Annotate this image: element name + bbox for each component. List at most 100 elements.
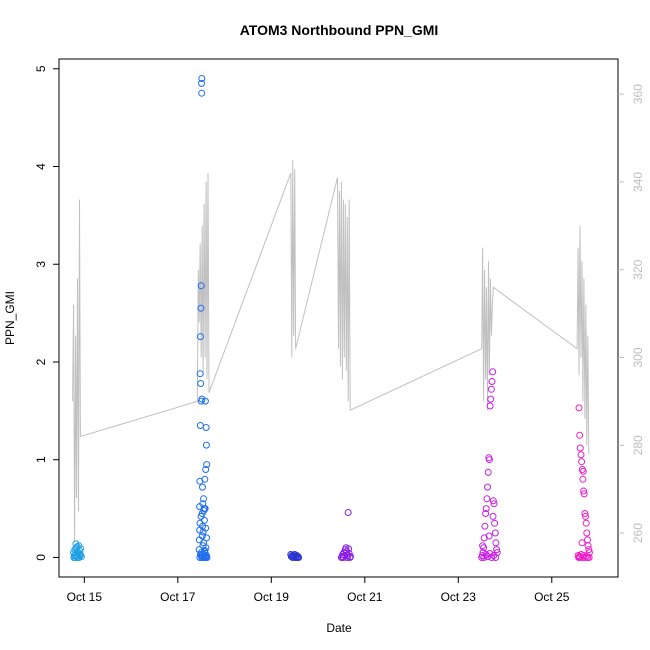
data-point bbox=[198, 89, 206, 97]
data-point bbox=[484, 483, 491, 491]
data-point bbox=[581, 510, 589, 517]
data-point bbox=[489, 368, 497, 376]
data-point bbox=[580, 490, 588, 498]
data-point bbox=[196, 422, 204, 429]
data-point bbox=[583, 529, 591, 537]
data-point bbox=[485, 456, 493, 464]
data-point bbox=[198, 395, 206, 403]
data-point bbox=[482, 551, 490, 558]
data-point bbox=[493, 546, 501, 554]
data-point bbox=[199, 528, 207, 536]
data-point bbox=[579, 475, 587, 483]
data-point bbox=[196, 370, 204, 378]
data-point bbox=[490, 500, 498, 508]
x-axis-label: Date bbox=[326, 621, 352, 635]
data-point bbox=[488, 554, 496, 561]
data-point bbox=[578, 458, 586, 466]
data-point bbox=[295, 554, 303, 561]
y-tick-label: 3 bbox=[34, 261, 48, 268]
data-point bbox=[482, 505, 490, 513]
data-point bbox=[294, 553, 302, 560]
y-tick-label: 2 bbox=[34, 358, 48, 365]
data-point bbox=[585, 546, 593, 554]
y-axis: 0 1 2 3 4 5 bbox=[34, 65, 59, 561]
data-point bbox=[483, 495, 491, 503]
data-point bbox=[579, 467, 587, 475]
y2-tick-label: 260 bbox=[631, 523, 645, 543]
y2-tick-label: 280 bbox=[631, 435, 645, 455]
data-point bbox=[345, 545, 353, 553]
data-point bbox=[582, 512, 589, 520]
data-point bbox=[585, 554, 593, 561]
x-tick-label: Oct 17 bbox=[160, 590, 196, 604]
y-tick-label: 4 bbox=[34, 163, 48, 170]
y2-tick-label: 320 bbox=[631, 259, 645, 279]
data-point bbox=[197, 333, 204, 341]
data-point bbox=[199, 483, 206, 491]
data-point bbox=[490, 552, 498, 559]
overlay-line-layer bbox=[72, 159, 590, 542]
data-point bbox=[481, 522, 489, 530]
data-point bbox=[198, 79, 205, 87]
data-point bbox=[578, 539, 586, 547]
data-point bbox=[581, 554, 589, 561]
overlay-series-line bbox=[72, 159, 590, 542]
data-point bbox=[582, 519, 590, 527]
data-point bbox=[580, 487, 588, 495]
data-point bbox=[201, 547, 209, 555]
data-point bbox=[487, 395, 495, 403]
data-point bbox=[201, 397, 209, 405]
data-point bbox=[76, 550, 84, 557]
x-axis: Oct 15 Oct 17 Oct 19 Oct 21 Oct 23 Oct 25 bbox=[67, 577, 570, 604]
y2-axis: 260 280 300 320 340 360 bbox=[618, 84, 645, 543]
x-tick-label: Oct 23 bbox=[441, 590, 477, 604]
data-point bbox=[486, 550, 494, 557]
y2-tick-label: 300 bbox=[631, 347, 645, 367]
data-point bbox=[577, 451, 585, 459]
data-point bbox=[480, 534, 488, 542]
data-point bbox=[202, 554, 210, 561]
y-tick-label: 0 bbox=[34, 554, 48, 561]
x-tick-label: Oct 21 bbox=[347, 590, 383, 604]
data-point bbox=[197, 512, 205, 520]
data-point bbox=[344, 509, 352, 516]
data-point bbox=[489, 512, 497, 520]
data-point bbox=[197, 304, 205, 312]
data-point bbox=[576, 444, 584, 452]
points-layer bbox=[70, 75, 593, 561]
data-point bbox=[196, 526, 204, 534]
data-point bbox=[489, 497, 497, 505]
data-point bbox=[202, 424, 210, 431]
data-point bbox=[487, 385, 495, 393]
data-point bbox=[347, 553, 354, 560]
data-point bbox=[200, 495, 207, 503]
data-point bbox=[488, 378, 496, 385]
plot-frame bbox=[58, 58, 619, 578]
y2-tick-label: 340 bbox=[631, 172, 645, 192]
data-point bbox=[575, 404, 583, 412]
data-point bbox=[197, 282, 205, 290]
data-point bbox=[482, 510, 490, 517]
data-point bbox=[491, 519, 499, 527]
data-point bbox=[479, 542, 487, 550]
data-point bbox=[197, 380, 205, 387]
x-tick-label: Oct 25 bbox=[534, 590, 570, 604]
data-point bbox=[491, 529, 499, 537]
data-point bbox=[492, 539, 500, 547]
data-point bbox=[584, 542, 592, 550]
data-point bbox=[492, 554, 500, 561]
data-point bbox=[200, 516, 208, 524]
data-point bbox=[485, 532, 493, 540]
data-point bbox=[198, 75, 206, 82]
y-tick-label: 1 bbox=[34, 456, 48, 463]
data-point bbox=[197, 549, 205, 557]
x-tick-label: Oct 15 bbox=[67, 590, 103, 604]
data-point bbox=[484, 468, 492, 476]
data-point bbox=[203, 461, 211, 469]
data-point bbox=[486, 402, 494, 410]
data-point bbox=[73, 543, 81, 551]
y2-tick-label: 360 bbox=[631, 84, 645, 104]
data-point bbox=[202, 466, 210, 473]
x-tick-label: Oct 19 bbox=[254, 590, 290, 604]
